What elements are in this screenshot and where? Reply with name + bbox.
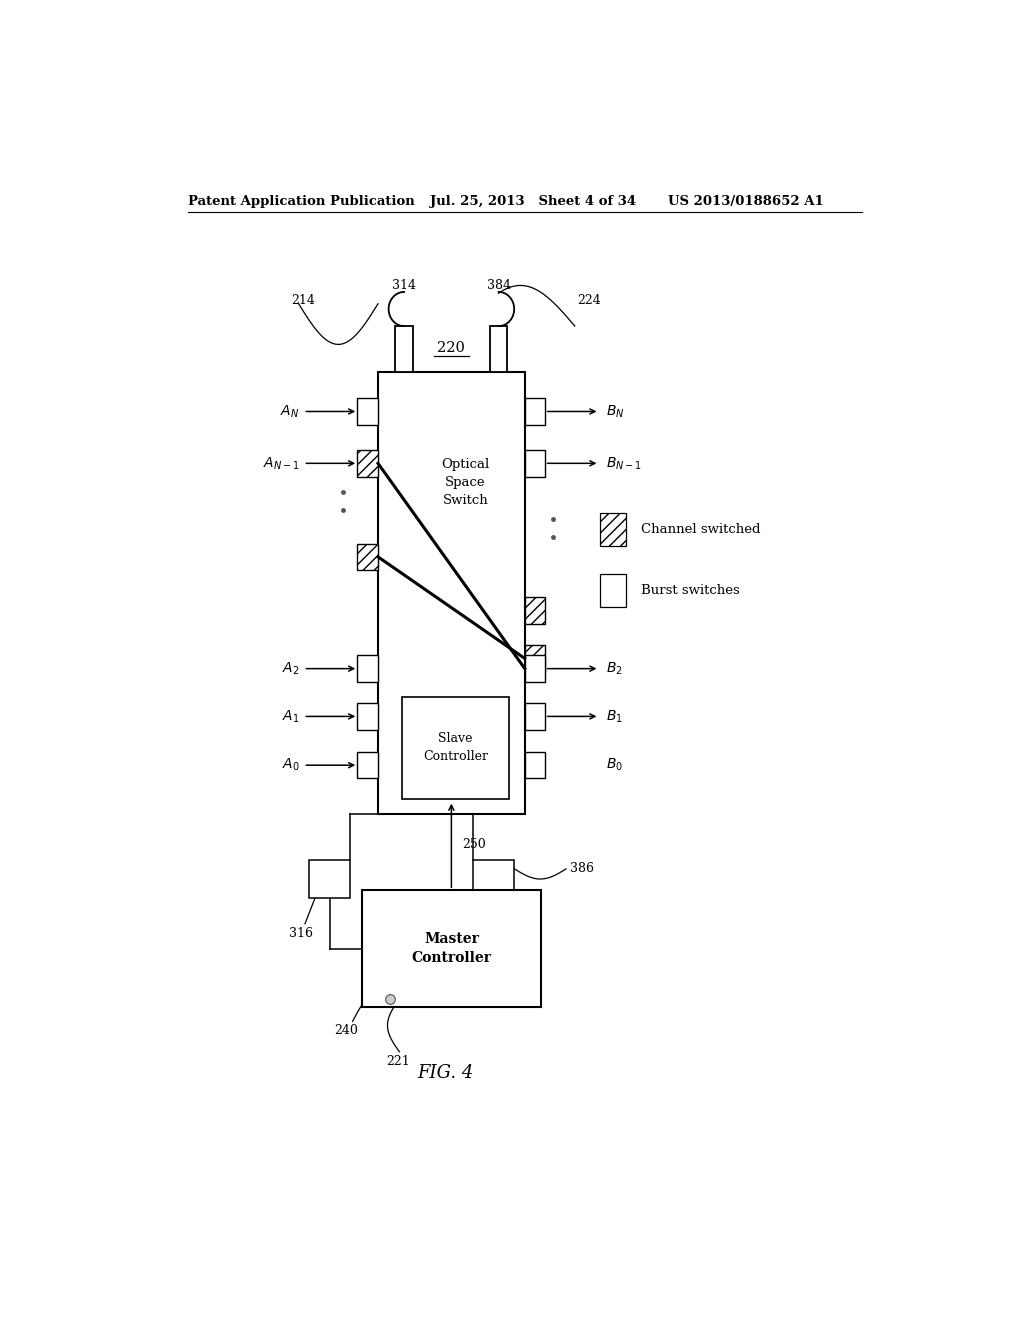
Text: 221: 221 bbox=[386, 1055, 410, 1068]
Bar bbox=[357, 704, 378, 730]
Text: Optical
Space
Switch: Optical Space Switch bbox=[441, 458, 489, 507]
Text: $A_{N-1}$: $A_{N-1}$ bbox=[263, 455, 299, 471]
Bar bbox=[524, 399, 546, 425]
Text: 220: 220 bbox=[437, 341, 465, 355]
Bar bbox=[378, 372, 525, 814]
Text: O/E: O/E bbox=[482, 873, 505, 886]
Text: $B_2$: $B_2$ bbox=[606, 660, 623, 677]
Bar bbox=[600, 512, 627, 546]
Bar bbox=[524, 645, 546, 672]
Text: US 2013/0188652 A1: US 2013/0188652 A1 bbox=[668, 194, 823, 207]
Text: 386: 386 bbox=[570, 862, 594, 875]
Bar bbox=[600, 574, 627, 607]
Text: $A_1$: $A_1$ bbox=[282, 709, 299, 725]
Text: Channel switched: Channel switched bbox=[641, 523, 760, 536]
Bar bbox=[357, 544, 378, 570]
Text: $A_0$: $A_0$ bbox=[282, 756, 299, 774]
Text: 214: 214 bbox=[291, 294, 314, 308]
Text: 314: 314 bbox=[392, 279, 416, 292]
Text: Jul. 25, 2013   Sheet 4 of 34: Jul. 25, 2013 Sheet 4 of 34 bbox=[430, 194, 636, 207]
Text: 316: 316 bbox=[289, 927, 313, 940]
Text: Master
Controller: Master Controller bbox=[412, 932, 492, 965]
Bar bbox=[357, 450, 378, 477]
Bar bbox=[357, 656, 378, 682]
Text: 224: 224 bbox=[578, 294, 601, 308]
Bar bbox=[473, 859, 514, 899]
Text: Slave
Controller: Slave Controller bbox=[423, 733, 487, 763]
Text: E/O: E/O bbox=[318, 873, 341, 886]
Bar bbox=[524, 656, 546, 682]
Text: $B_N$: $B_N$ bbox=[606, 404, 625, 420]
Bar bbox=[524, 704, 546, 730]
Bar bbox=[362, 890, 541, 1007]
Text: FIG. 4: FIG. 4 bbox=[417, 1064, 474, 1082]
Text: Patent Application Publication: Patent Application Publication bbox=[187, 194, 415, 207]
Text: 384: 384 bbox=[486, 279, 511, 292]
Bar bbox=[309, 859, 350, 899]
Bar bbox=[489, 326, 507, 372]
Bar bbox=[401, 697, 509, 799]
Text: $B_0$: $B_0$ bbox=[606, 756, 623, 774]
Text: $B_1$: $B_1$ bbox=[606, 709, 623, 725]
Text: 250: 250 bbox=[462, 838, 485, 851]
Text: $A_2$: $A_2$ bbox=[282, 660, 299, 677]
Bar bbox=[357, 399, 378, 425]
Bar bbox=[524, 450, 546, 477]
Bar bbox=[395, 326, 413, 372]
Text: 240: 240 bbox=[334, 1024, 358, 1038]
Text: $A_N$: $A_N$ bbox=[281, 404, 299, 420]
Text: $B_{N-1}$: $B_{N-1}$ bbox=[606, 455, 642, 471]
Bar bbox=[524, 752, 546, 779]
Bar bbox=[357, 752, 378, 779]
Text: Burst switches: Burst switches bbox=[641, 583, 739, 597]
Bar bbox=[524, 598, 546, 624]
